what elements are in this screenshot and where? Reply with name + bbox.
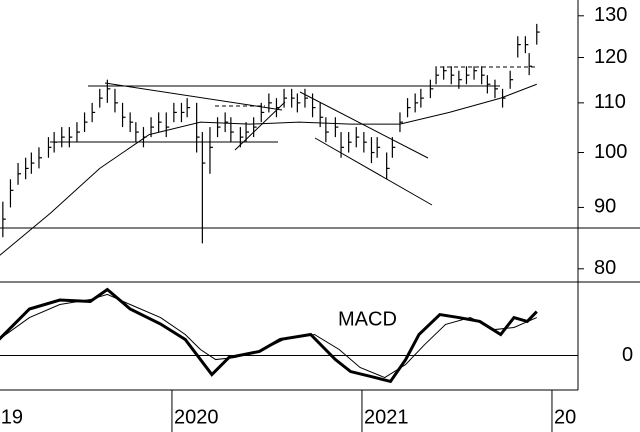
- y-tick-label: 130: [594, 4, 627, 26]
- macd-line: [0, 293, 537, 379]
- y-tick-label: 80: [594, 257, 616, 279]
- x-tick-label: 2021: [364, 406, 409, 428]
- y-tick-label: 120: [594, 46, 627, 68]
- channel-line: [314, 137, 433, 206]
- y-tick-label: 110: [594, 91, 626, 113]
- x-tick-label: 20: [554, 406, 576, 428]
- annotations: [0, 0, 640, 391]
- y-tick-label: 90: [594, 196, 616, 218]
- moving-average: [0, 83, 537, 256]
- y-tick-label: 100: [594, 141, 627, 163]
- macd-line: [0, 287, 538, 384]
- x-tick-label: 2020: [174, 406, 219, 428]
- trend-line: [104, 82, 283, 111]
- channel-line: [299, 91, 429, 159]
- trend-line: [234, 101, 286, 151]
- macd-tick-label: 0: [622, 344, 633, 366]
- x-tick-label: 019: [0, 406, 23, 428]
- macd-label: MACD: [338, 308, 397, 330]
- x-labels: 019 2020 2021 20: [0, 406, 576, 428]
